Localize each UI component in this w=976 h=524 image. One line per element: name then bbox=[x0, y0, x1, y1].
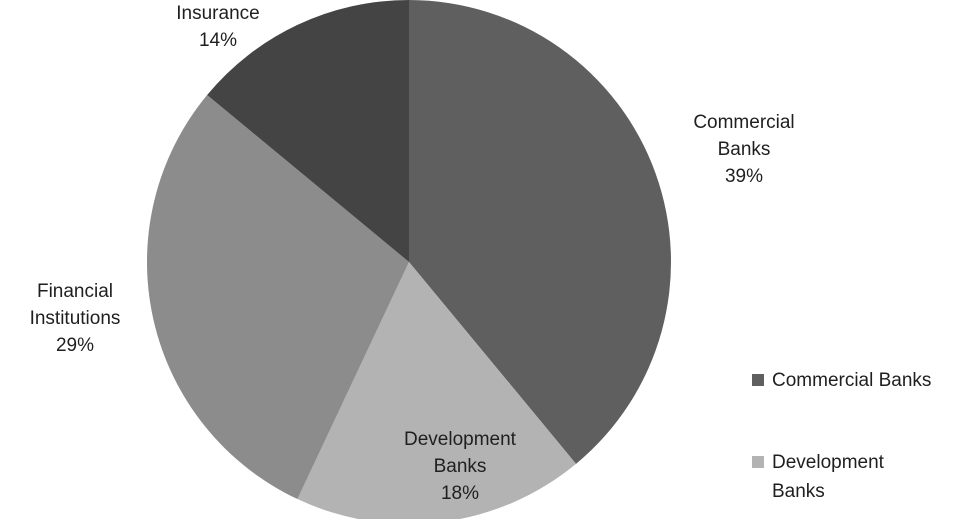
slice-percent: 14% bbox=[199, 30, 237, 51]
pie-slice-financial-institutions bbox=[147, 94, 410, 500]
slice-labels: Commercial Banks 39% Development Banks 18% Fin… bbox=[30, 3, 795, 504]
legend-label-line: Development bbox=[772, 452, 885, 473]
slice-label-line: Financial bbox=[37, 281, 113, 302]
legend-label-line: Commercial Banks bbox=[772, 370, 931, 391]
slice-label-financial-institutions: Financial Institutions 29% bbox=[30, 281, 121, 356]
slice-label-line: Insurance bbox=[176, 3, 259, 24]
slice-percent: 29% bbox=[56, 335, 94, 356]
legend-label-line: Banks bbox=[772, 481, 825, 502]
slice-label-line: Banks bbox=[718, 139, 771, 160]
slice-label-line: Commercial bbox=[693, 112, 794, 133]
legend-swatch bbox=[752, 456, 764, 468]
slice-percent: 18% bbox=[441, 483, 479, 504]
pie-slice-insurance bbox=[207, 0, 409, 262]
slice-percent: 39% bbox=[725, 166, 763, 187]
legend-swatch bbox=[752, 374, 764, 386]
slice-label-line: Development bbox=[404, 429, 517, 450]
slice-label-line: Institutions bbox=[30, 308, 121, 329]
slice-label-commercial-banks: Commercial Banks 39% bbox=[693, 112, 794, 187]
legend: Commercial Banks Development Banks bbox=[752, 370, 931, 502]
pie-slice-commercial-banks bbox=[409, 0, 671, 464]
slice-label-development-banks: Development Banks 18% bbox=[404, 429, 517, 504]
pie-slice-development-banks bbox=[297, 262, 577, 524]
legend-item-commercial-banks: Commercial Banks bbox=[752, 370, 931, 391]
legend-label: Development Banks bbox=[772, 452, 885, 502]
slice-label-insurance: Insurance 14% bbox=[176, 3, 259, 51]
legend-item-development-banks: Development Banks bbox=[752, 452, 885, 502]
pie-slices bbox=[147, 0, 671, 524]
slice-label-line: Banks bbox=[434, 456, 487, 477]
legend-label: Commercial Banks bbox=[772, 370, 931, 391]
